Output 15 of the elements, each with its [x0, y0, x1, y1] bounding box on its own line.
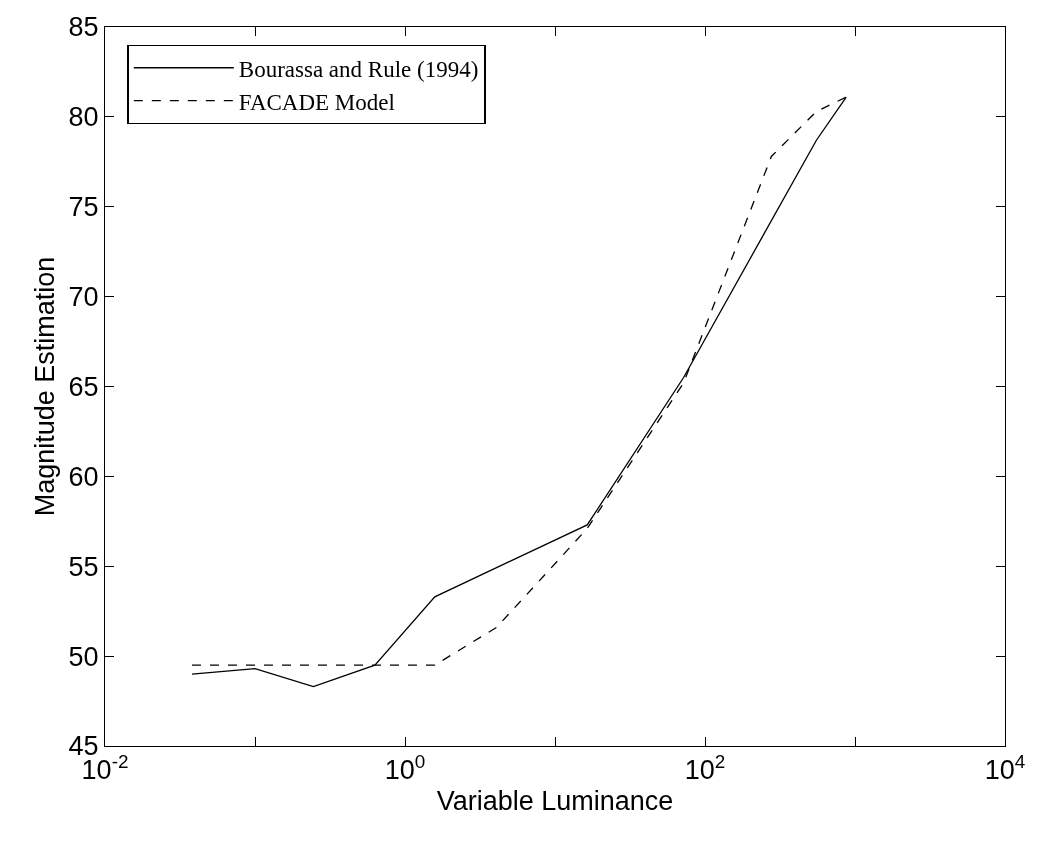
- y-tick-label: 70: [68, 282, 99, 313]
- legend-label: FACADE Model: [238, 89, 395, 115]
- y-tick-label: 65: [68, 371, 99, 402]
- x-tick-label: 10$^{4}$: [984, 751, 1026, 786]
- x-axis-title: Variable Luminance: [436, 785, 674, 816]
- y-axis-title: Magnitude Estimation: [29, 256, 60, 517]
- y-tick-label: 75: [68, 192, 99, 223]
- y-tick-label: 60: [68, 461, 99, 492]
- legend-label: Bourassa and Rule (1994): [238, 56, 479, 82]
- y-tick-label: 80: [68, 102, 99, 133]
- x-tick-label: 10$^{0}$: [384, 751, 426, 786]
- x-tick-label: 10$^{2}$: [684, 751, 726, 786]
- y-tick-label: 55: [68, 551, 99, 582]
- y-tick-label: 85: [68, 12, 99, 43]
- y-tick-label: 50: [68, 641, 99, 672]
